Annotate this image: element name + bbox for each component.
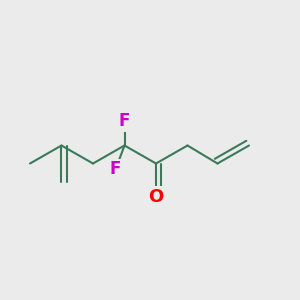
Text: O: O	[148, 188, 164, 206]
Text: F: F	[119, 112, 130, 130]
Text: F: F	[110, 160, 121, 178]
